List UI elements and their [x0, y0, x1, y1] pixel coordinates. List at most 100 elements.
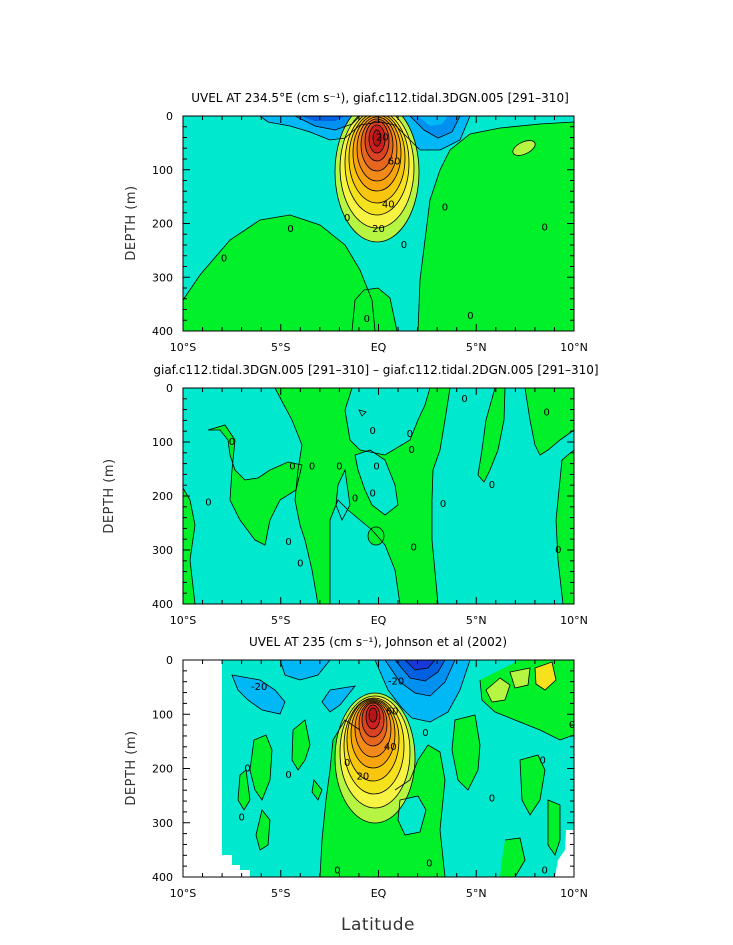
- contour-label: 0: [411, 542, 417, 553]
- panel-3-ticks: [182, 659, 575, 878]
- y-tick-label: 100: [152, 436, 173, 449]
- panel-1-field: [183, 116, 574, 331]
- contour-label: 0: [229, 437, 235, 448]
- contour-label: 0: [461, 394, 467, 405]
- contour-label: 20: [376, 133, 389, 144]
- contour-label: 0: [364, 314, 370, 325]
- contour-label: 0: [422, 728, 428, 739]
- contour-label: 0: [369, 488, 375, 499]
- contour-label: 20: [356, 772, 369, 783]
- panel-1-title: UVEL AT 234.5°E (cm s⁻¹), giaf.c112.tida…: [191, 91, 569, 105]
- y-tick-label: 0: [166, 382, 173, 395]
- panel-1: UVEL AT 234.5°E (cm s⁻¹), giaf.c112.tida…: [124, 91, 588, 354]
- x-tick-label: 5°N: [466, 341, 487, 354]
- y-tick-label: 200: [152, 490, 173, 503]
- y-tick-label: 400: [152, 598, 173, 611]
- contour-label: 0: [285, 770, 291, 781]
- contour-label: -20: [251, 682, 267, 693]
- panel-1-xtick-labels: 10°S 5°S EQ 5°N 10°N: [170, 341, 588, 354]
- panel-3-ytick-labels: 0 100 200 300 400: [152, 654, 173, 884]
- contour-label: 0: [541, 865, 547, 876]
- panel-1-ticks: [182, 115, 575, 332]
- y-tick-label: 400: [152, 871, 173, 884]
- panel-3-contour-labels: -20 -20 60 40 20 0 0 0 0 0 0 0 0 0 0 0: [238, 677, 575, 877]
- contour-label: -20: [388, 677, 404, 688]
- y-tick-label: 0: [166, 654, 173, 667]
- panel-2-ylabel: DEPTH (m): [102, 458, 117, 533]
- contour-label: 0: [336, 461, 342, 472]
- y-tick-label: 300: [152, 271, 173, 284]
- contour-label: 0: [287, 224, 293, 235]
- contour-label: 0: [409, 445, 415, 456]
- contour-label: 0: [401, 240, 407, 251]
- panel-2-xtick-labels: 10°S 5°S EQ 5°N 10°N: [170, 614, 588, 627]
- contour-label: 60: [388, 157, 401, 168]
- contour-label: 0: [344, 758, 350, 769]
- panel-2-ticks: [182, 387, 575, 605]
- x-tick-label: 10°N: [560, 614, 588, 627]
- panel-3-xtick-labels: 10°S 5°S EQ 5°N 10°N: [170, 887, 588, 900]
- contour-label: 0: [344, 213, 350, 224]
- panel-3-title: UVEL AT 235 (cm s⁻¹), Johnson et al (200…: [249, 635, 507, 649]
- y-tick-label: 400: [152, 325, 173, 338]
- contour-label: 0: [569, 720, 575, 731]
- x-tick-label: EQ: [371, 341, 387, 354]
- contour-label: 0: [543, 407, 549, 418]
- x-tick-label: EQ: [371, 887, 387, 900]
- x-tick-label: 10°S: [170, 887, 196, 900]
- contour-label: 0: [238, 812, 244, 823]
- panel-3-xlabel: Latitude: [341, 915, 415, 935]
- y-tick-label: 0: [166, 110, 173, 123]
- x-tick-label: 5°N: [466, 614, 487, 627]
- panel-2-ytick-labels: 0 100 200 300 400: [152, 382, 173, 611]
- contour-label: 0: [221, 253, 227, 264]
- contour-label: 0: [205, 497, 211, 508]
- y-tick-label: 100: [152, 708, 173, 721]
- y-tick-label: 100: [152, 164, 173, 177]
- contour-label: 0: [369, 426, 375, 437]
- x-tick-label: 10°S: [170, 614, 196, 627]
- contour-label: 0: [352, 494, 358, 505]
- x-tick-label: 5°S: [271, 614, 290, 627]
- contour-label: 0: [289, 461, 295, 472]
- contour-label: 0: [467, 311, 473, 322]
- x-tick-label: EQ: [371, 614, 387, 627]
- x-tick-label: 5°S: [271, 341, 290, 354]
- panel-2-field: [183, 388, 574, 604]
- panel-1-ylabel: DEPTH (m): [124, 185, 139, 260]
- panel-3: UVEL AT 235 (cm s⁻¹), Johnson et al (200…: [124, 635, 588, 935]
- contour-label: 40: [382, 200, 395, 211]
- contour-label: 0: [373, 461, 379, 472]
- y-tick-label: 200: [152, 763, 173, 776]
- contour-label: 0: [407, 429, 413, 440]
- contour-label: 0: [334, 865, 340, 876]
- contour-label: 0: [426, 858, 432, 869]
- y-tick-label: 200: [152, 218, 173, 231]
- contour-label: 0: [489, 480, 495, 491]
- x-tick-label: 5°N: [466, 887, 487, 900]
- y-tick-label: 300: [152, 544, 173, 557]
- x-tick-label: 10°N: [560, 341, 588, 354]
- x-tick-label: 10°N: [560, 887, 588, 900]
- panel-3-field: [183, 660, 574, 877]
- contour-label: 20: [372, 224, 385, 235]
- y-tick-label: 300: [152, 817, 173, 830]
- contour-label: 0: [309, 461, 315, 472]
- panel-3-ylabel: DEPTH (m): [124, 730, 139, 805]
- panel-1-ytick-labels: 0 100 200 300 400: [152, 110, 173, 338]
- contour-label: 0: [489, 793, 495, 804]
- contour-label: 0: [244, 764, 250, 775]
- contour-label: 0: [297, 559, 303, 570]
- contour-label: 0: [440, 499, 446, 510]
- contour-label: 0: [540, 755, 546, 766]
- contour-label: 0: [555, 545, 561, 556]
- panel-1-contour-labels: 20 60 40 20 0 0 0 0 0 0 0 0: [221, 133, 548, 326]
- contour-label: 0: [442, 202, 448, 213]
- panel-2-title: giaf.c112.tidal.3DGN.005 [291–310] – gia…: [153, 363, 598, 377]
- contour-label: 60: [386, 707, 399, 718]
- contour-label: 40: [384, 742, 397, 753]
- x-tick-label: 10°S: [170, 341, 196, 354]
- x-tick-label: 5°S: [271, 887, 290, 900]
